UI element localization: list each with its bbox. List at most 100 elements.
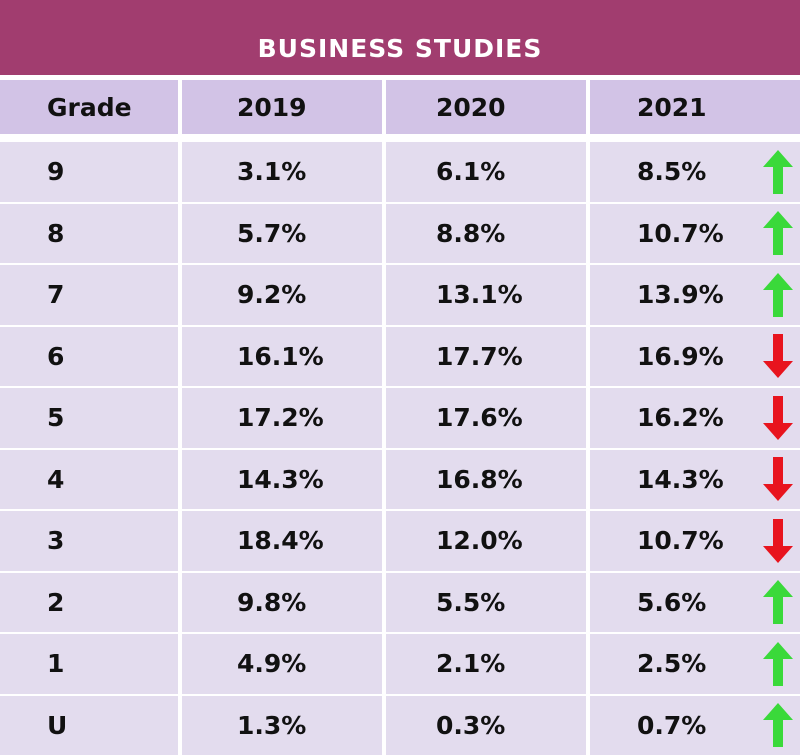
grade-cell-text: 3 [47, 526, 64, 555]
value-cell-2021: 14.3% [590, 450, 800, 510]
value-cell-2021: 16.2% [590, 388, 800, 448]
value-cell-2019-text: 16.1% [237, 342, 324, 371]
arrow-up-icon [763, 703, 793, 747]
grade-cell-text: 6 [47, 342, 64, 371]
column-header-2019: 2019 [182, 80, 382, 134]
arrow-down-icon [763, 457, 793, 501]
value-cell-2019: 18.4% [182, 511, 382, 571]
value-cell-2021-text: 13.9% [637, 280, 724, 309]
grade-cell-text: 7 [47, 280, 64, 309]
value-cell-2020: 12.0% [386, 511, 586, 571]
value-cell-2020: 17.7% [386, 327, 586, 387]
grade-cell-text: 4 [47, 465, 64, 494]
value-cell-2020-text: 5.5% [436, 588, 505, 617]
value-cell-2019-text: 14.3% [237, 465, 324, 494]
value-cell-2021: 10.7% [590, 204, 800, 264]
value-cell-2019-text: 4.9% [237, 649, 306, 678]
grade-cell-text: 9 [47, 157, 64, 186]
value-cell-2020: 0.3% [386, 696, 586, 755]
value-cell-2019: 16.1% [182, 327, 382, 387]
value-cell-2019-text: 9.8% [237, 588, 306, 617]
value-cell-2020-text: 13.1% [436, 280, 523, 309]
grade-cell: 8 [0, 204, 178, 264]
arrow-up-icon [763, 580, 793, 624]
value-cell-2020: 5.5% [386, 573, 586, 633]
column-header-2019-text: 2019 [237, 93, 307, 122]
value-cell-2020-text: 8.8% [436, 219, 505, 248]
value-cell-2019: 3.1% [182, 142, 382, 202]
value-cell-2020: 8.8% [386, 204, 586, 264]
table-title-bar: BUSINESS STUDIES [0, 0, 800, 75]
value-cell-2020-text: 2.1% [436, 649, 505, 678]
value-cell-2019: 9.2% [182, 265, 382, 325]
value-cell-2021-text: 14.3% [637, 465, 724, 494]
value-cell-2020: 17.6% [386, 388, 586, 448]
value-cell-2019: 1.3% [182, 696, 382, 755]
grade-cell: 2 [0, 573, 178, 633]
grade-cell: 4 [0, 450, 178, 510]
value-cell-2021: 2.5% [590, 634, 800, 694]
value-cell-2021: 5.6% [590, 573, 800, 633]
grade-cell: 5 [0, 388, 178, 448]
grade-cell-text: 2 [47, 588, 64, 617]
value-cell-2021-text: 10.7% [637, 219, 724, 248]
value-cell-2019: 17.2% [182, 388, 382, 448]
grade-cell: 7 [0, 265, 178, 325]
value-cell-2019-text: 1.3% [237, 711, 306, 740]
value-cell-2020: 16.8% [386, 450, 586, 510]
value-cell-2019: 4.9% [182, 634, 382, 694]
value-cell-2021-text: 0.7% [637, 711, 706, 740]
column-header-grade: Grade [0, 80, 178, 134]
value-cell-2020: 13.1% [386, 265, 586, 325]
value-cell-2020-text: 6.1% [436, 157, 505, 186]
value-cell-2019-text: 3.1% [237, 157, 306, 186]
column-header-2020: 2020 [386, 80, 586, 134]
value-cell-2021-text: 10.7% [637, 526, 724, 555]
value-cell-2021-text: 2.5% [637, 649, 706, 678]
value-cell-2021: 10.7% [590, 511, 800, 571]
value-cell-2020-text: 17.7% [436, 342, 523, 371]
grade-cell-text: 8 [47, 219, 64, 248]
value-cell-2019-text: 9.2% [237, 280, 306, 309]
value-cell-2019-text: 5.7% [237, 219, 306, 248]
value-cell-2019-text: 18.4% [237, 526, 324, 555]
value-cell-2021: 13.9% [590, 265, 800, 325]
value-cell-2021-text: 16.2% [637, 403, 724, 432]
grade-cell-text: 1 [47, 649, 64, 678]
arrow-down-icon [763, 519, 793, 563]
grade-cell: U [0, 696, 178, 755]
table-title: BUSINESS STUDIES [0, 34, 800, 63]
value-cell-2021-text: 16.9% [637, 342, 724, 371]
value-cell-2020-text: 16.8% [436, 465, 523, 494]
grade-cell: 1 [0, 634, 178, 694]
column-header-2021: 2021 [590, 80, 800, 134]
arrow-up-icon [763, 642, 793, 686]
value-cell-2021: 0.7% [590, 696, 800, 755]
arrow-up-icon [763, 273, 793, 317]
arrow-down-icon [763, 334, 793, 378]
grade-cell: 9 [0, 142, 178, 202]
value-cell-2021-text: 5.6% [637, 588, 706, 617]
value-cell-2020-text: 17.6% [436, 403, 523, 432]
value-cell-2020: 2.1% [386, 634, 586, 694]
arrow-down-icon [763, 396, 793, 440]
arrow-up-icon [763, 150, 793, 194]
value-cell-2021: 8.5% [590, 142, 800, 202]
grade-cell: 6 [0, 327, 178, 387]
value-cell-2019: 5.7% [182, 204, 382, 264]
column-header-2021-text: 2021 [637, 93, 707, 122]
column-header-2020-text: 2020 [436, 93, 506, 122]
value-cell-2021-text: 8.5% [637, 157, 706, 186]
column-header-grade-text: Grade [47, 93, 132, 122]
value-cell-2020: 6.1% [386, 142, 586, 202]
arrow-up-icon [763, 211, 793, 255]
value-cell-2020-text: 0.3% [436, 711, 505, 740]
value-cell-2020-text: 12.0% [436, 526, 523, 555]
grade-cell-text: U [47, 711, 67, 740]
grade-cell-text: 5 [47, 403, 64, 432]
value-cell-2019: 14.3% [182, 450, 382, 510]
value-cell-2019-text: 17.2% [237, 403, 324, 432]
value-cell-2021: 16.9% [590, 327, 800, 387]
value-cell-2019: 9.8% [182, 573, 382, 633]
grade-cell: 3 [0, 511, 178, 571]
